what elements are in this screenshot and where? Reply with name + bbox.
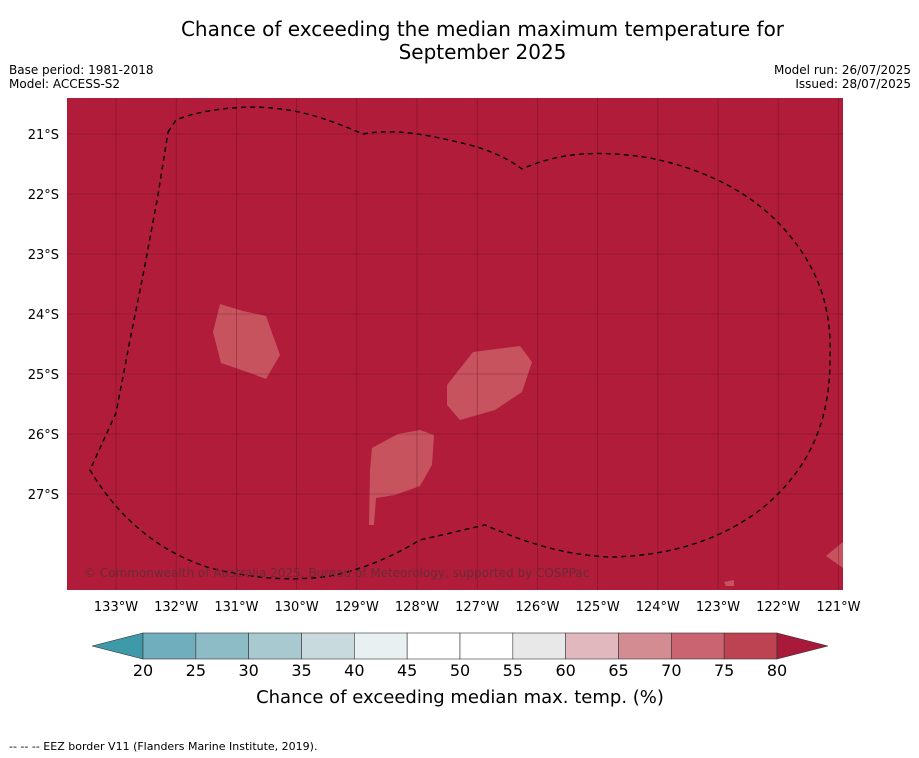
patch-center xyxy=(447,346,532,420)
latitude-label: 22°S xyxy=(28,188,59,203)
colorbar-tick-label: 45 xyxy=(397,661,417,680)
colorbar-under-arrow xyxy=(91,632,144,660)
colorbar-segment xyxy=(142,632,197,660)
longitude-label: 124°W xyxy=(636,600,680,615)
colorbar-segments xyxy=(142,632,778,660)
base-period: Base period: 1981-2018 xyxy=(9,63,154,77)
longitude-label: 133°W xyxy=(94,600,138,615)
chart-title: Chance of exceeding the median maximum t… xyxy=(0,18,919,64)
latitude-label: 21°S xyxy=(28,128,59,143)
colorbar-segment xyxy=(459,632,514,660)
issued-date: Issued: 28/07/2025 xyxy=(795,77,911,91)
patch-west xyxy=(213,304,280,379)
copyright-text: © Commonwealth of Australia 2025, Bureau… xyxy=(84,566,589,580)
eez-legend-footer: -- -- -- EEZ border V11 (Flanders Marine… xyxy=(9,740,318,753)
longitude-label: 127°W xyxy=(455,600,499,615)
colorbar-tick-label: 50 xyxy=(450,661,470,680)
colorbar-segment xyxy=(406,632,461,660)
colorbar-tick-label: 80 xyxy=(767,661,787,680)
latitude-labels: 21°S 22°S 23°S 24°S 25°S 26°S 27°S xyxy=(28,128,59,503)
model-name: Model: ACCESS-S2 xyxy=(9,77,121,91)
colorbar-tick-label: 55 xyxy=(503,661,523,680)
colorbar-over-arrow xyxy=(776,632,829,660)
colorbar-segment xyxy=(195,632,249,660)
latitude-label: 23°S xyxy=(28,248,59,263)
colorbar-segment xyxy=(354,632,408,660)
colorbar-tick-label: 65 xyxy=(608,661,628,680)
colorbar-segment xyxy=(618,632,672,660)
colorbar-tick-label: 70 xyxy=(661,661,681,680)
colorbar-tick-label: 25 xyxy=(186,661,206,680)
colorbar-segment xyxy=(565,632,619,660)
meta-right: Model run: 26/07/2025 Issued: 28/07/2025 xyxy=(774,63,911,91)
longitude-label: 130°W xyxy=(275,600,319,615)
colorbar-tick-labels: 20 25 30 35 40 45 50 55 60 65 70 75 80 xyxy=(133,661,787,680)
meta-left: Base period: 1981-2018 Model: ACCESS-S2 xyxy=(9,63,154,91)
colorbar-tick-label: 30 xyxy=(238,661,258,680)
longitude-label: 126°W xyxy=(515,600,559,615)
longitude-label: 128°W xyxy=(395,600,439,615)
colorbar-tick-label: 40 xyxy=(344,661,364,680)
patch-southeast-edge xyxy=(826,542,843,568)
longitude-label: 123°W xyxy=(696,600,740,615)
title-line-1: Chance of exceeding the median maximum t… xyxy=(180,17,785,41)
colorbar-segment xyxy=(512,632,566,660)
title-line-2: September 2025 xyxy=(398,40,567,64)
colorbar-segment xyxy=(248,632,302,660)
model-run: Model run: 26/07/2025 xyxy=(773,63,911,77)
longitude-label: 122°W xyxy=(756,600,800,615)
latitude-label: 26°S xyxy=(28,428,59,443)
map-panel: © Commonwealth of Australia 2025, Bureau… xyxy=(67,98,843,590)
longitude-label: 121°W xyxy=(816,600,860,615)
eez-border xyxy=(89,106,831,580)
longitude-labels: 133°W 132°W 131°W 130°W 129°W 128°W 127°W 126°W… xyxy=(94,600,861,615)
longitude-label: 132°W xyxy=(154,600,198,615)
longitude-label: 129°W xyxy=(335,600,379,615)
patch-small-dot xyxy=(724,580,734,586)
colorbar-label: Chance of exceeding median max. temp. (%… xyxy=(256,687,664,708)
map-background xyxy=(67,98,843,590)
longitude-label: 131°W xyxy=(214,600,258,615)
latitude-label: 25°S xyxy=(28,368,59,383)
colorbar-segment xyxy=(671,632,725,660)
colorbar-tick-label: 20 xyxy=(133,661,153,680)
colorbar: 20 25 30 35 40 45 50 55 60 65 70 75 80 Chance of exc… xyxy=(91,632,829,708)
graticule xyxy=(67,98,843,590)
patch-south xyxy=(369,430,434,525)
latitude-label: 24°S xyxy=(28,308,59,323)
colorbar-tick-label: 60 xyxy=(555,661,575,680)
longitude-label: 125°W xyxy=(576,600,620,615)
colorbar-tick-label: 75 xyxy=(714,661,734,680)
latitude-label: 27°S xyxy=(28,488,59,503)
colorbar-segment xyxy=(723,632,778,660)
colorbar-tick-label: 35 xyxy=(291,661,311,680)
colorbar-segment xyxy=(301,632,355,660)
